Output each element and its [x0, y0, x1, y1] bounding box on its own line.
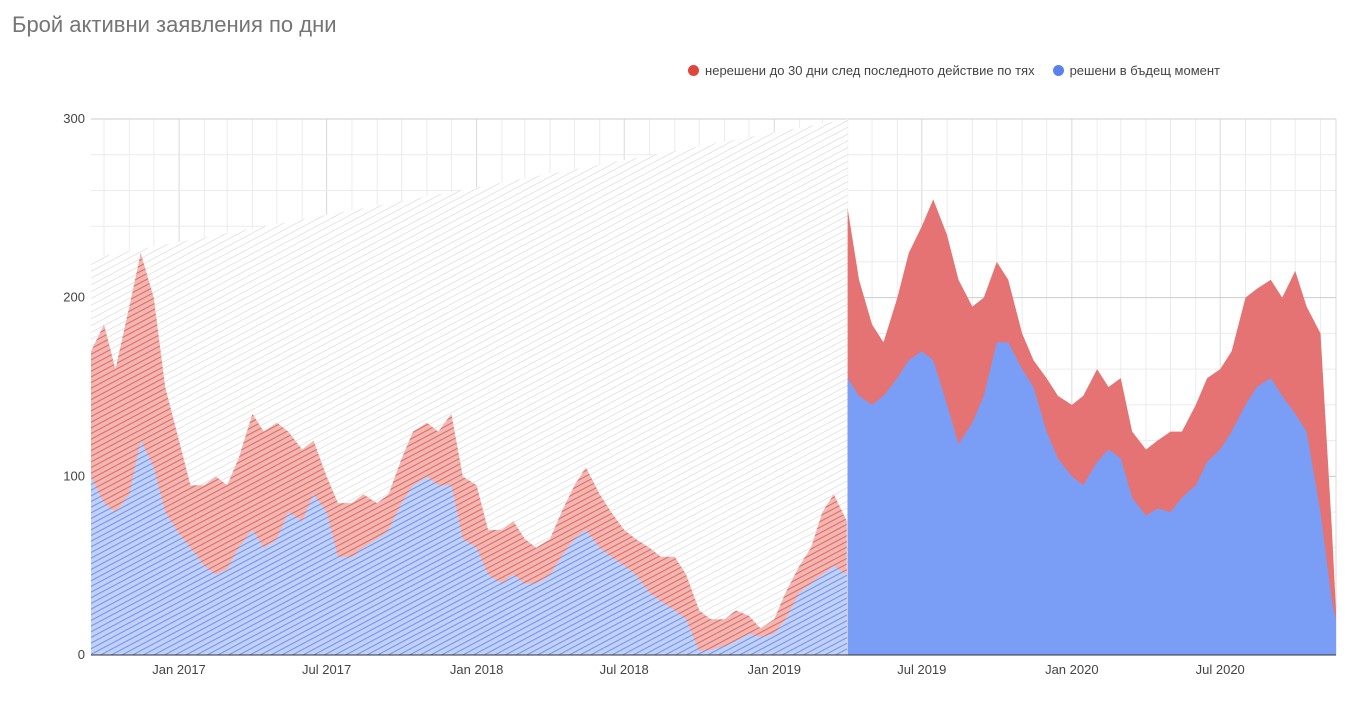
- legend-dot-resolved: [1052, 65, 1064, 76]
- legend-item-unresolved[interactable]: нерешени до 30 дни след последното дейст…: [688, 63, 1035, 78]
- x-tick-label: Jul 2020: [1196, 662, 1245, 677]
- legend-label-resolved: решени в бъдещ момент: [1069, 63, 1220, 78]
- x-tick-label: Jul 2017: [302, 662, 351, 677]
- legend-label-unresolved: нерешени до 30 дни след последното дейст…: [705, 63, 1035, 78]
- x-tick-label: Jul 2018: [600, 662, 649, 677]
- x-tick-label: Jan 2017: [152, 662, 206, 677]
- y-tick-label: 100: [63, 468, 85, 483]
- x-tick-label: Jan 2020: [1045, 662, 1099, 677]
- area-resolved: [847, 342, 1336, 655]
- legend-dot-unresolved: [688, 65, 700, 76]
- x-tick-label: Jan 2018: [450, 662, 504, 677]
- area-resolved-early: [91, 440, 847, 655]
- legend: нерешени до 30 дни след последното дейст…: [688, 63, 1220, 78]
- legend-item-resolved[interactable]: решени в бъдещ момент: [1052, 63, 1220, 78]
- x-tick-label: Jul 2019: [897, 662, 946, 677]
- x-axis: Jan 2017 Jul 2017 Jan 2018 Jul 2018 Jan 2019…: [91, 654, 1336, 677]
- series-areas: [91, 199, 1336, 655]
- x-tick-label: Jan 2019: [747, 662, 801, 677]
- chart-title: Брой активни заявления по дни: [12, 12, 337, 37]
- y-tick-label: 300: [63, 111, 85, 126]
- y-tick-label: 0: [78, 647, 85, 662]
- y-axis: 0 100 200 300: [63, 111, 85, 662]
- y-tick-label: 200: [63, 290, 85, 305]
